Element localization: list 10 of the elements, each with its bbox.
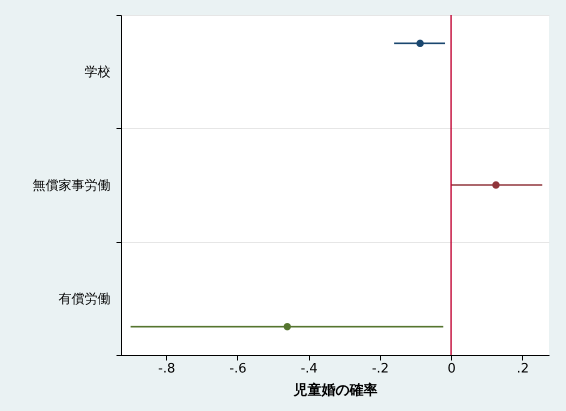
x-tick-label: -.4 [300,362,318,376]
y-tick-label: 有償労働 [58,292,110,307]
x-tick-label: -.6 [229,362,246,376]
x-tick-label: -.8 [158,362,176,376]
y-tick-label: 学校 [84,65,110,80]
x-tick-label: .2 [516,362,529,376]
x-axis-title: 児童婚の確率 [292,382,378,398]
x-tick-label: -.2 [372,362,389,376]
y-tick-label: 無償家事労働 [32,178,110,194]
x-tick-label: 0 [447,362,456,376]
